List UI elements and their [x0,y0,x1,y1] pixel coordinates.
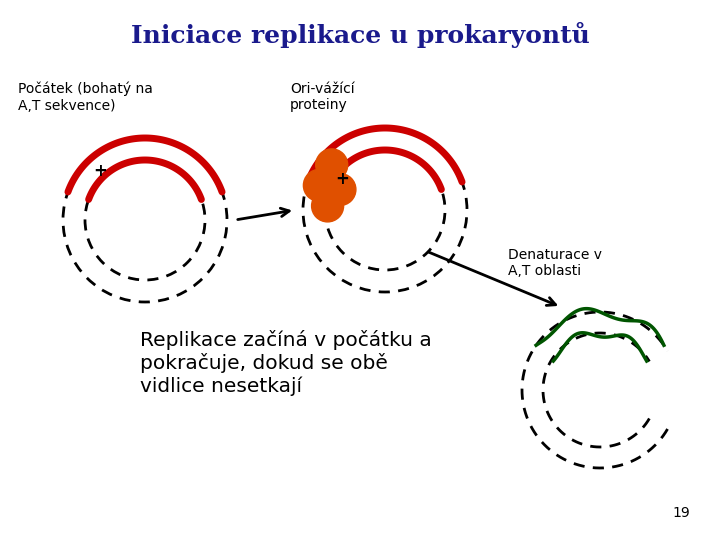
Circle shape [315,149,348,181]
Text: 19: 19 [672,506,690,520]
Text: Počátek (bohatý na
A,T sekvence): Počátek (bohatý na A,T sekvence) [18,82,153,113]
Circle shape [324,173,356,206]
Text: Replikace začíná v počátku a
pokračuje, dokud se obě
vidlice nesetkají: Replikace začíná v počátku a pokračuje, … [140,330,432,396]
Circle shape [312,190,343,222]
Circle shape [303,170,336,201]
Text: +: + [93,162,107,180]
Text: Iniciace replikace u prokaryontů: Iniciace replikace u prokaryontů [130,22,590,48]
Text: +: + [336,170,349,188]
Text: Ori-vážící
proteiny: Ori-vážící proteiny [290,82,355,112]
Text: Denaturace v
A,T oblasti: Denaturace v A,T oblasti [508,248,602,278]
